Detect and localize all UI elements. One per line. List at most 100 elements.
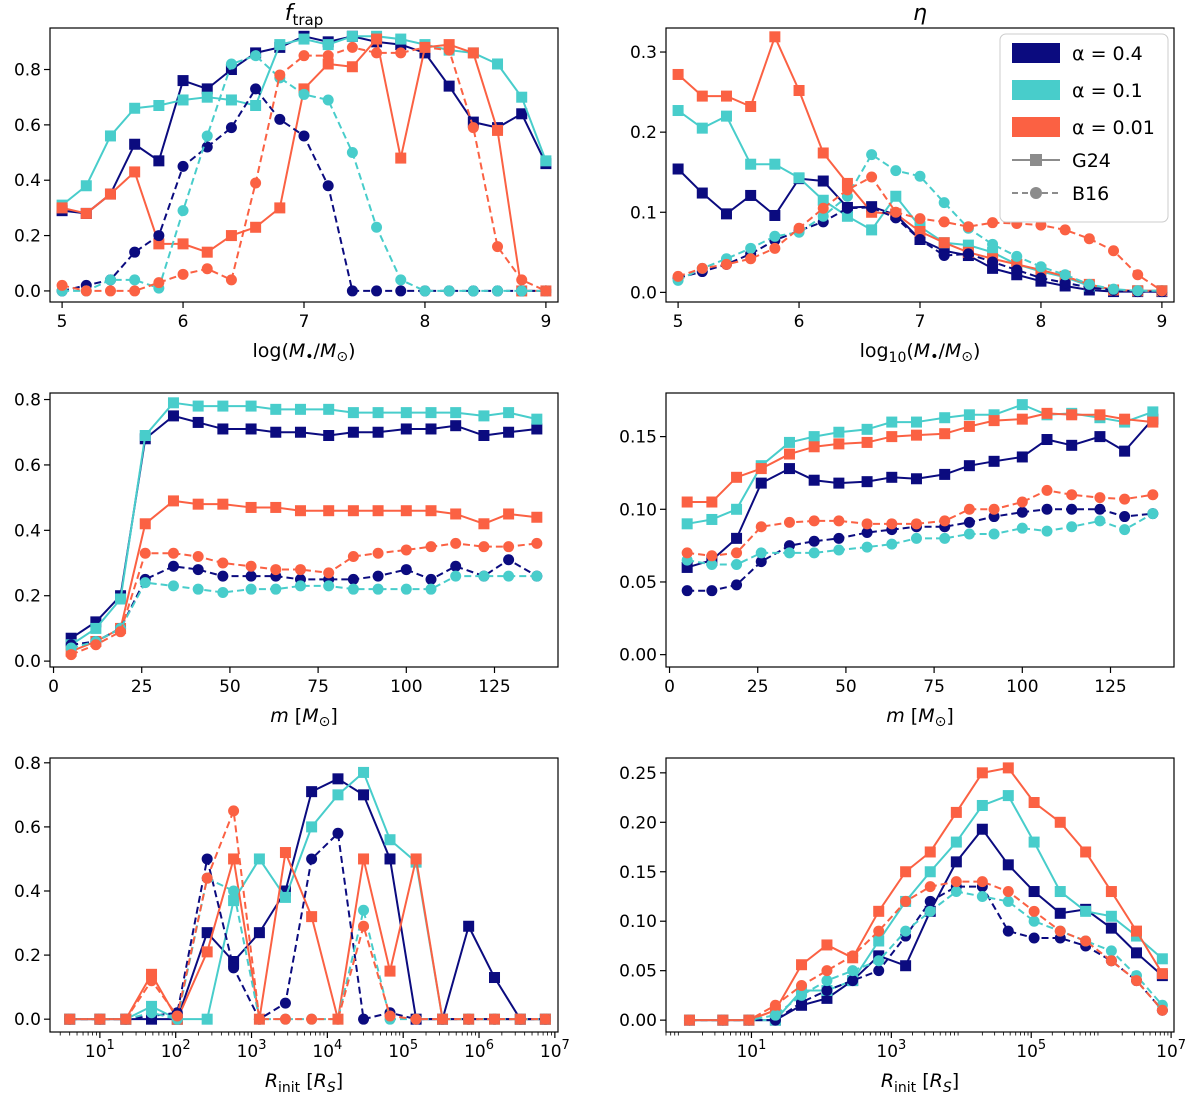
data-point-circle — [873, 925, 885, 937]
data-point-circle — [731, 579, 743, 591]
data-point-square — [861, 436, 873, 448]
data-point-circle — [90, 639, 102, 651]
data-point-square — [245, 501, 257, 513]
data-point-square — [400, 423, 412, 435]
data-point-square — [489, 972, 501, 984]
data-point-square — [298, 33, 310, 45]
data-point-square — [250, 221, 262, 233]
data-point-square — [492, 124, 504, 136]
data-point-square — [322, 58, 334, 70]
panel-title-ftrap: ftrap — [285, 1, 324, 29]
data-point-circle — [833, 532, 845, 544]
data-point-square — [80, 180, 92, 192]
data-point-square — [720, 110, 732, 122]
data-point-circle — [821, 965, 833, 977]
data-point-circle — [419, 285, 431, 297]
data-point-square — [817, 175, 829, 187]
data-point-circle — [783, 516, 795, 528]
data-point-square — [395, 33, 407, 45]
data-point-circle — [1147, 508, 1159, 520]
data-point-circle — [153, 230, 165, 242]
data-point-circle — [976, 876, 988, 888]
data-point-square — [395, 152, 407, 164]
data-point-square — [988, 415, 1000, 427]
data-point-square — [294, 426, 306, 438]
data-point-square — [910, 429, 922, 441]
data-point-square — [177, 238, 189, 250]
data-point-square — [745, 101, 757, 113]
data-point-circle — [56, 279, 68, 291]
x-axis-label: Rinit [RS] — [881, 1070, 959, 1095]
data-point-circle — [478, 541, 490, 553]
data-point-square — [503, 508, 515, 520]
data-point-square — [450, 420, 462, 432]
data-point-circle — [419, 41, 431, 53]
x-tick-label: 7 — [915, 312, 926, 332]
data-point-square — [228, 853, 240, 865]
y-tick-label: 0.20 — [619, 813, 657, 833]
data-point-circle — [861, 518, 873, 530]
series-line-b16-alpha-01 — [677, 153, 1162, 292]
axes-frame — [49, 757, 559, 1033]
data-point-square — [225, 64, 237, 76]
data-point-circle — [1108, 245, 1120, 257]
data-point-circle — [988, 503, 1000, 515]
y-tick-label: 0.4 — [14, 882, 41, 902]
x-tick-label: 100 — [390, 677, 422, 697]
data-point-square — [1130, 947, 1142, 959]
data-point-circle — [410, 1013, 422, 1025]
y-tick-label: 0.8 — [14, 391, 41, 411]
data-point-circle — [1156, 285, 1168, 297]
x-tick-label: 105 — [388, 1038, 418, 1062]
data-point-square — [731, 532, 743, 544]
data-point-square — [425, 407, 437, 419]
data-point-circle — [1041, 503, 1053, 515]
y-tick-label: 0.0 — [14, 282, 41, 302]
data-point-circle — [358, 904, 370, 916]
data-point-circle — [720, 258, 732, 270]
data-point-circle — [1011, 264, 1023, 276]
data-point-circle — [298, 130, 310, 142]
data-point-square — [886, 416, 898, 428]
data-point-square — [769, 31, 781, 43]
data-point-circle — [294, 564, 306, 576]
data-point-square — [253, 853, 265, 865]
x-tick-label: 125 — [478, 677, 510, 697]
data-point-square — [1147, 406, 1159, 418]
data-point-circle — [192, 564, 204, 576]
legend-swatch-alpha-001 — [1012, 117, 1060, 137]
data-point-square — [963, 460, 975, 472]
data-point-square — [1119, 445, 1131, 457]
data-point-circle — [425, 573, 437, 585]
data-point-circle — [890, 165, 902, 177]
x-tick-label: 75 — [307, 677, 329, 697]
data-point-square — [861, 423, 873, 435]
data-point-circle — [900, 925, 912, 937]
legend-label-alpha-001: α = 0.01 — [1072, 117, 1155, 139]
y-tick-label: 0.10 — [619, 912, 657, 932]
data-point-square — [950, 806, 962, 818]
data-point-square — [1094, 409, 1106, 421]
data-point-circle — [1083, 233, 1095, 245]
data-point-square — [279, 885, 291, 897]
legend-label-g24: G24 — [1072, 150, 1111, 172]
data-point-circle — [531, 570, 543, 582]
data-point-square — [372, 407, 384, 419]
data-point-circle — [833, 544, 845, 556]
data-point-circle — [371, 221, 383, 233]
data-point-circle — [306, 1013, 318, 1025]
data-point-circle — [372, 547, 384, 559]
data-point-circle — [425, 583, 437, 595]
data-point-square — [225, 230, 237, 242]
axes-frame — [665, 757, 1175, 1033]
data-point-circle — [1002, 886, 1014, 898]
data-point-square — [950, 856, 962, 868]
data-point-circle — [1041, 484, 1053, 496]
data-point-square — [201, 1013, 213, 1025]
data-point-square — [410, 853, 422, 865]
data-point-circle — [706, 559, 718, 571]
data-point-square — [177, 75, 189, 87]
data-point-circle — [270, 583, 282, 595]
data-point-circle — [228, 805, 240, 817]
